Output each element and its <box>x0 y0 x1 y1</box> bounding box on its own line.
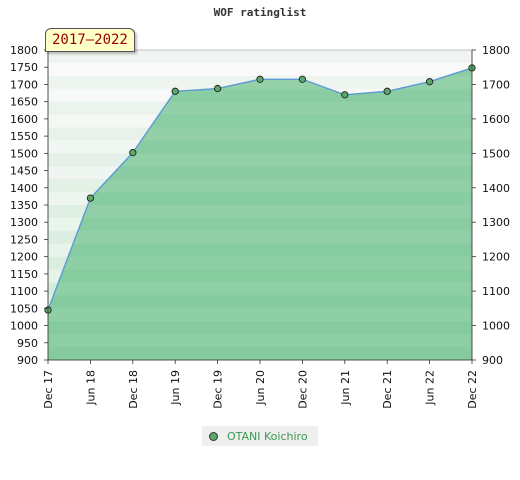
area-stripe <box>48 179 472 193</box>
data-point <box>256 75 264 83</box>
x-tick-label: Jun 22 <box>424 370 437 406</box>
x-tick-label: Dec 18 <box>127 370 140 409</box>
area-stripe <box>48 205 472 218</box>
background-band <box>48 62 472 77</box>
right-tick-label: 1100 <box>482 285 510 298</box>
right-tick-label: 1000 <box>482 320 510 333</box>
series-area <box>48 67 472 361</box>
area-stripe <box>48 230 472 244</box>
left-tick-label: 1600 <box>10 113 38 126</box>
right-tick-label: 1700 <box>482 78 510 91</box>
x-tick-label: Dec 20 <box>296 370 309 409</box>
x-tick-label: Jun 21 <box>339 370 352 406</box>
x-tick-label: Dec 22 <box>466 370 479 409</box>
x-tick-label: Jun 20 <box>254 370 267 406</box>
left-tick-label: 1050 <box>10 302 38 315</box>
period-badge: 2017–2022 <box>45 28 135 52</box>
left-tick-label: 1350 <box>10 199 38 212</box>
right-tick-label: 1300 <box>482 216 510 229</box>
left-tick-label: 1750 <box>10 61 38 74</box>
data-point <box>425 78 434 86</box>
right-tick-label: 1500 <box>482 147 510 160</box>
left-tick-label: 950 <box>17 337 38 350</box>
left-tick-label: 1450 <box>10 165 38 178</box>
background-band <box>48 50 472 64</box>
right-tick-label: 1600 <box>482 113 510 126</box>
data-point <box>341 91 349 99</box>
area-stripe <box>48 127 472 141</box>
data-point <box>298 75 307 83</box>
x-tick-label: Dec 17 <box>42 370 55 409</box>
area-stripe <box>48 101 472 115</box>
left-tick-label: 1000 <box>10 320 38 333</box>
left-tick-label: 900 <box>17 354 38 367</box>
area-stripe <box>48 334 472 348</box>
area-stripe <box>48 50 472 63</box>
left-tick-label: 1250 <box>10 233 38 246</box>
data-point <box>171 87 179 95</box>
area-stripe <box>48 282 472 296</box>
data-point <box>383 87 391 95</box>
left-tick-label: 1550 <box>10 130 38 143</box>
chart-title: WOF ratinglist <box>213 6 307 19</box>
right-tick-label: 1200 <box>482 251 510 264</box>
right-tick-label: 1400 <box>482 182 510 195</box>
legend-label: OTANI Koichiro <box>227 429 308 443</box>
left-tick-label: 1200 <box>10 251 38 264</box>
left-tick-label: 1150 <box>10 268 38 281</box>
area-stripe <box>48 256 472 270</box>
legend: OTANI Koichiro <box>202 426 318 446</box>
x-tick-label: Dec 19 <box>212 370 225 409</box>
left-tick-label: 1300 <box>10 216 38 229</box>
area-stripe <box>48 153 472 167</box>
data-point <box>129 148 137 157</box>
left-tick-label: 1700 <box>10 78 38 91</box>
data-point <box>213 84 222 93</box>
left-tick-label: 1400 <box>10 182 38 195</box>
left-tick-label: 1500 <box>10 147 38 160</box>
right-tick-label: 900 <box>482 354 503 367</box>
left-tick-label: 1800 <box>10 44 38 57</box>
x-tick-label: Jun 19 <box>169 370 182 406</box>
left-tick-label: 1100 <box>10 285 38 298</box>
data-point <box>86 194 95 202</box>
legend-marker <box>209 431 218 441</box>
area-stripe <box>48 308 472 322</box>
right-tick-label: 1800 <box>482 44 510 57</box>
left-tick-label: 1650 <box>10 96 38 109</box>
x-tick-label: Jun 18 <box>84 370 97 406</box>
x-tick-label: Dec 21 <box>381 370 394 409</box>
